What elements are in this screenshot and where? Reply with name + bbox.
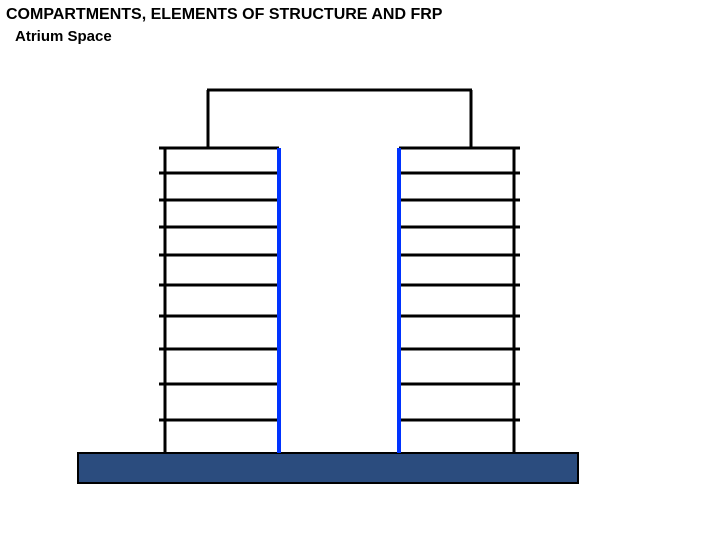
page-subtitle: Atrium Space (15, 28, 112, 45)
page-title: COMPARTMENTS, ELEMENTS OF STRUCTURE AND … (6, 6, 442, 24)
atrium-diagram (0, 0, 720, 540)
